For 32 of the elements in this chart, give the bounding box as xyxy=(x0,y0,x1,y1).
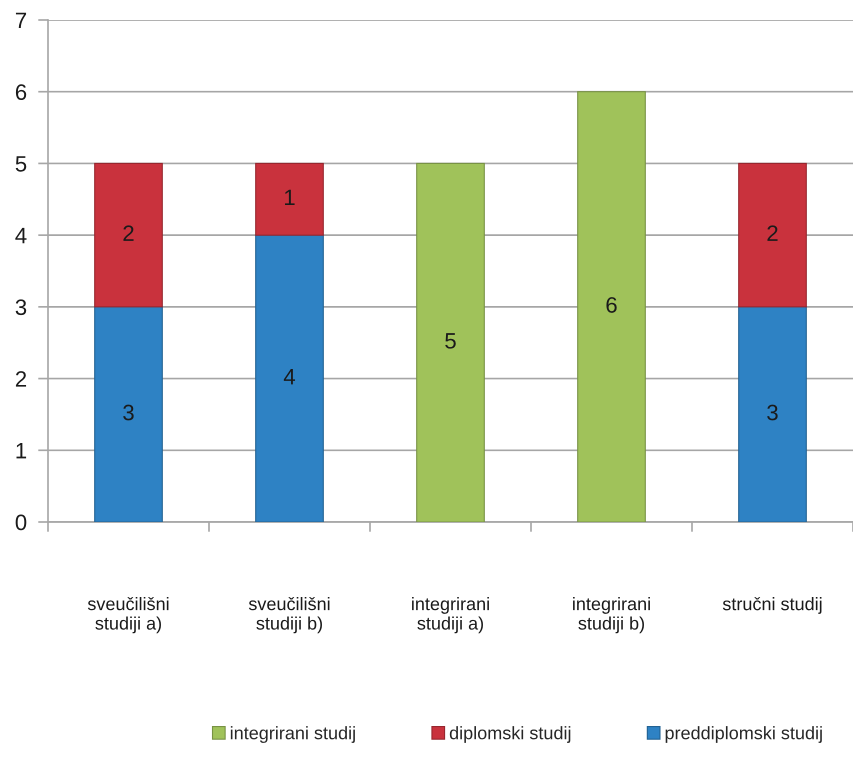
bar xyxy=(738,162,807,308)
data-label: 4 xyxy=(284,369,296,384)
y-tick-label: 4 xyxy=(15,228,27,244)
legend-label: integrirani studij xyxy=(230,726,355,743)
y-tick-label: 6 xyxy=(16,84,26,100)
bar xyxy=(577,91,646,522)
x-tick-label: integrirani studiji a) xyxy=(412,597,489,634)
bar xyxy=(94,162,163,308)
y-tick-label: 7 xyxy=(16,12,26,28)
data-label: 6 xyxy=(606,297,617,313)
bar xyxy=(255,162,324,236)
data-label: 3 xyxy=(123,404,134,420)
y-tick-label: 2 xyxy=(16,371,26,387)
x-tick-label: sveučilišni studiji a) xyxy=(88,596,168,634)
legend-label: diplomski studij xyxy=(450,726,570,743)
data-label: 5 xyxy=(445,333,456,349)
y-tick-label: 3 xyxy=(16,299,26,316)
bar xyxy=(94,306,163,522)
x-tick-label: integrirani studiji b) xyxy=(573,597,650,634)
data-label: 2 xyxy=(123,225,134,241)
x-tick-label: stručni studij xyxy=(722,597,822,614)
bar xyxy=(255,234,324,522)
y-tick-label: 1 xyxy=(16,443,26,458)
data-label: 1 xyxy=(285,190,295,206)
y-tick-label: 0 xyxy=(16,514,26,530)
legend-label: preddiplomski studij xyxy=(666,726,822,743)
data-label: 2 xyxy=(767,225,778,241)
data-label: 3 xyxy=(767,404,778,420)
y-tick-label: 5 xyxy=(16,156,26,172)
bar xyxy=(416,162,485,522)
bar xyxy=(738,306,807,522)
x-tick-label: sveučilišni studiji b) xyxy=(248,596,330,634)
